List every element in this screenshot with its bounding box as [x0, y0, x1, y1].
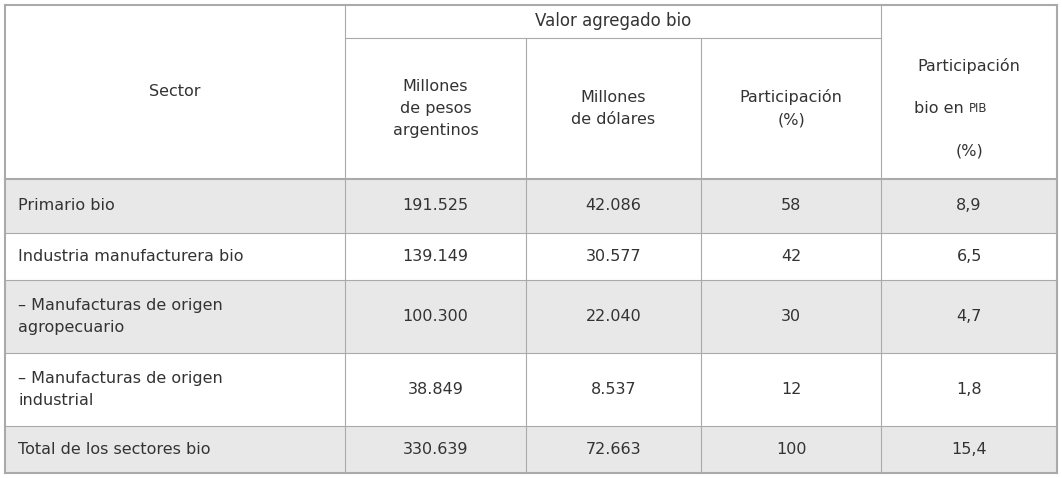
Text: 38.849: 38.849: [408, 382, 463, 397]
Text: bio en: bio en: [914, 101, 969, 116]
Text: 1,8: 1,8: [956, 382, 982, 397]
Text: PIB: PIB: [969, 102, 988, 115]
Text: – Manufacturas de origen
agropecuario: – Manufacturas de origen agropecuario: [18, 298, 223, 335]
Text: (%): (%): [955, 143, 983, 158]
Text: 42: 42: [781, 249, 802, 264]
Text: 58: 58: [781, 198, 802, 214]
Text: 139.149: 139.149: [402, 249, 468, 264]
Text: – Manufacturas de origen
industrial: – Manufacturas de origen industrial: [18, 371, 223, 408]
Text: 330.639: 330.639: [402, 442, 468, 457]
Bar: [5, 5, 1057, 38]
Text: Primario bio: Primario bio: [18, 198, 115, 214]
Text: 191.525: 191.525: [402, 198, 468, 214]
Text: 30: 30: [782, 309, 801, 324]
Text: 100.300: 100.300: [402, 309, 468, 324]
Bar: [5, 353, 1057, 426]
Text: 15,4: 15,4: [952, 442, 987, 457]
Bar: [5, 280, 1057, 353]
Text: 72.663: 72.663: [585, 442, 641, 457]
Text: 12: 12: [781, 382, 802, 397]
Text: Millones
de dólares: Millones de dólares: [571, 90, 655, 127]
Text: 8,9: 8,9: [956, 198, 982, 214]
Text: 100: 100: [776, 442, 806, 457]
Text: Total de los sectores bio: Total de los sectores bio: [18, 442, 210, 457]
Bar: [5, 38, 1057, 179]
Text: Industria manufacturera bio: Industria manufacturera bio: [18, 249, 243, 264]
Text: Valor agregado bio: Valor agregado bio: [535, 12, 691, 30]
Text: Millones
de pesos
argentinos: Millones de pesos argentinos: [393, 78, 478, 138]
Text: 30.577: 30.577: [585, 249, 641, 264]
Text: Participación: Participación: [918, 58, 1021, 74]
Bar: [5, 426, 1057, 473]
Text: 6,5: 6,5: [957, 249, 981, 264]
Text: 4,7: 4,7: [957, 309, 981, 324]
Bar: [5, 179, 1057, 233]
Bar: [5, 233, 1057, 280]
Text: 42.086: 42.086: [585, 198, 641, 214]
Text: Participación
(%): Participación (%): [740, 89, 842, 127]
Text: 8.537: 8.537: [590, 382, 636, 397]
Text: Sector: Sector: [150, 84, 201, 99]
Text: 22.040: 22.040: [585, 309, 641, 324]
